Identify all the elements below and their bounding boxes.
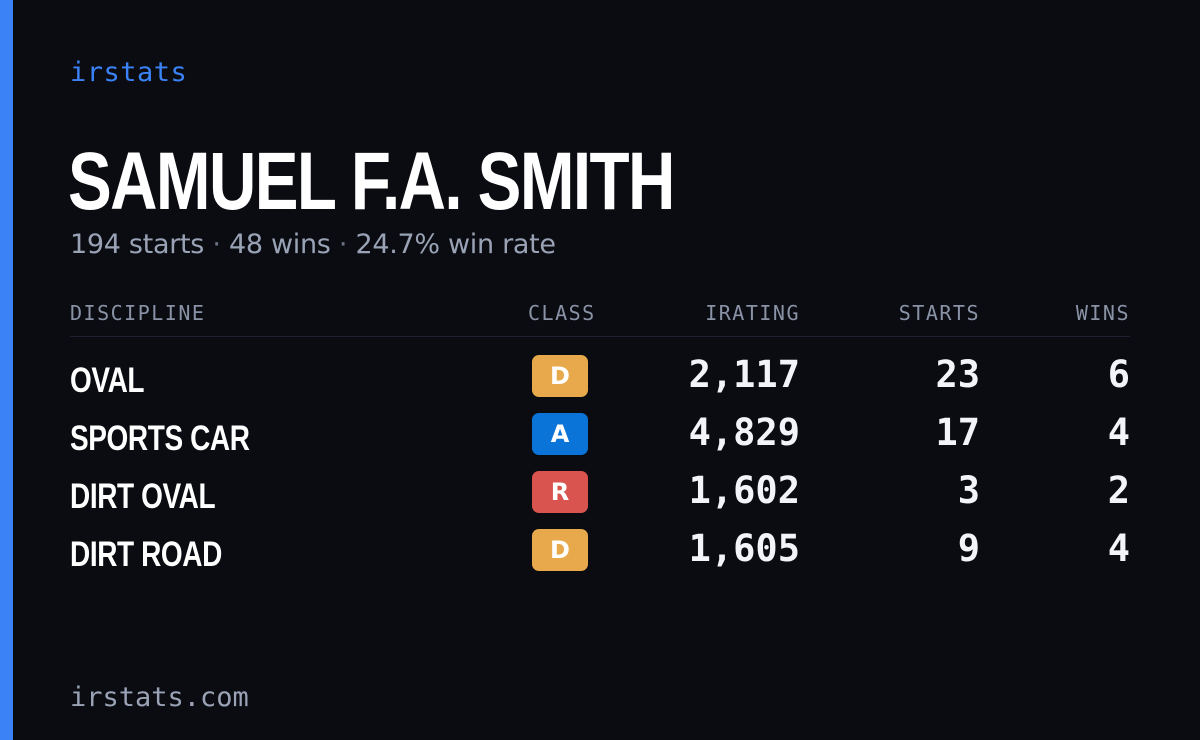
table-row: DIRT ROAD D 1,605 9 4 bbox=[70, 523, 1130, 581]
table-row: DIRT OVAL R 1,602 3 2 bbox=[70, 465, 1130, 523]
wins-count: 48 wins bbox=[228, 229, 331, 260]
wins-value: 4 bbox=[1107, 527, 1130, 570]
license-class-badge: R bbox=[532, 471, 588, 513]
starts-value: 3 bbox=[957, 469, 980, 512]
wins-value: 4 bbox=[1107, 411, 1130, 454]
table-header: DISCIPLINE CLASS IRATING STARTS WINS bbox=[70, 296, 1130, 337]
irating-value: 4,829 bbox=[688, 411, 800, 454]
starts-value: 9 bbox=[957, 527, 980, 570]
accent-bar bbox=[0, 0, 13, 740]
header-starts: STARTS bbox=[898, 301, 980, 325]
footer-site-url[interactable]: irstats.com bbox=[70, 682, 249, 713]
discipline-name: SPORTS CAR bbox=[70, 419, 250, 458]
license-class-badge: D bbox=[532, 529, 588, 571]
driver-summary: 194 starts · 48 wins · 24.7% win rate bbox=[70, 228, 556, 262]
table-row: SPORTS CAR A 4,829 17 4 bbox=[70, 407, 1130, 465]
table-body: OVAL D 2,117 23 6 SPORTS CAR A 4,829 17 … bbox=[70, 337, 1130, 581]
discipline-stats-table: DISCIPLINE CLASS IRATING STARTS WINS OVA… bbox=[70, 296, 1130, 581]
irating-value: 2,117 bbox=[688, 353, 800, 396]
summary-separator: · bbox=[212, 229, 221, 260]
wins-value: 2 bbox=[1107, 469, 1130, 512]
discipline-name: OVAL bbox=[70, 361, 145, 400]
wins-value: 6 bbox=[1107, 353, 1130, 396]
brand-logo-text[interactable]: irstats bbox=[70, 57, 188, 88]
starts-value: 23 bbox=[935, 353, 980, 396]
driver-name: SAMUEL F.A. SMITH bbox=[68, 136, 675, 227]
win-rate: 24.7% win rate bbox=[355, 229, 556, 260]
starts-value: 17 bbox=[935, 411, 980, 454]
license-class-badge: D bbox=[532, 355, 588, 397]
table-row: OVAL D 2,117 23 6 bbox=[70, 349, 1130, 407]
irating-value: 1,605 bbox=[688, 527, 800, 570]
summary-separator: · bbox=[338, 229, 348, 260]
header-class: CLASS bbox=[528, 301, 596, 325]
header-discipline: DISCIPLINE bbox=[70, 301, 206, 325]
header-wins: WINS bbox=[1075, 301, 1130, 325]
starts-count: 194 starts bbox=[70, 229, 205, 260]
irating-value: 1,602 bbox=[688, 469, 800, 512]
license-class-badge: A bbox=[532, 413, 588, 455]
header-irating: IRATING bbox=[705, 301, 800, 325]
discipline-name: DIRT ROAD bbox=[70, 535, 222, 574]
discipline-name: DIRT OVAL bbox=[70, 477, 216, 516]
